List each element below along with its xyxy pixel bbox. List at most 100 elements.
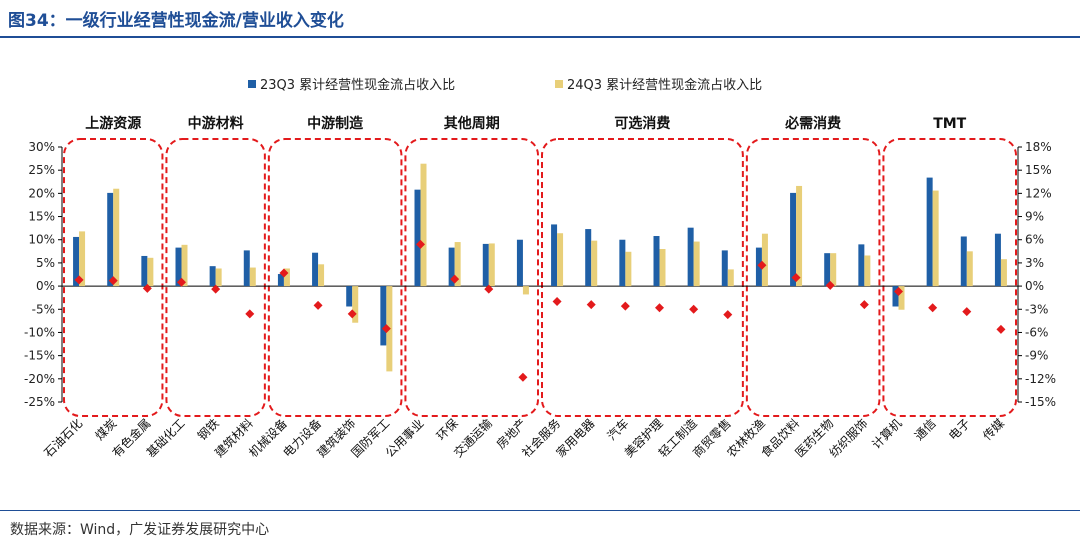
change-diamond	[723, 310, 733, 320]
bar-23q3	[994, 233, 1001, 287]
bar-23q3	[755, 247, 762, 287]
group-label: 中游材料	[188, 115, 244, 132]
bar-23q3	[516, 239, 523, 287]
left-tick-label: -10%	[24, 325, 55, 339]
bar-23q3	[585, 229, 592, 287]
right-tick-label: 15%	[1025, 163, 1052, 177]
left-tick-label: -15%	[24, 349, 55, 363]
legend-label-24q3: 24Q3 累计经营性现金流占收入比	[567, 77, 762, 93]
change-diamond	[962, 307, 972, 317]
change-diamond	[518, 372, 528, 382]
bar-23q3	[619, 239, 626, 287]
legend-swatch-24q3	[555, 80, 563, 88]
change-diamond	[313, 300, 323, 310]
left-tick-label: 5%	[36, 256, 55, 270]
change-diamond	[586, 300, 596, 310]
bar-24q3	[864, 255, 871, 287]
change-diamond	[552, 297, 562, 307]
category-label: 煤炭	[92, 416, 119, 443]
bar-24q3	[591, 240, 598, 287]
bar-23q3	[551, 224, 558, 287]
bar-23q3	[243, 250, 250, 287]
bar-23q3	[482, 243, 489, 287]
change-diamond	[928, 303, 938, 313]
change-diamond	[450, 274, 460, 284]
category-label: 计算机	[869, 416, 905, 452]
bar-23q3	[653, 236, 660, 287]
bar-23q3	[312, 252, 319, 287]
change-diamond	[996, 324, 1006, 334]
bar-24q3	[761, 233, 768, 287]
bar-23q3	[858, 244, 865, 287]
figure-title: 图34：一级行业经营性现金流/营业收入变化	[8, 11, 344, 31]
group-box	[404, 138, 539, 417]
bar-24q3	[557, 233, 564, 287]
change-diamond	[177, 277, 186, 287]
bar-23q3	[209, 266, 216, 287]
right-tick-label: 0%	[1025, 279, 1044, 293]
bar-23q3	[107, 192, 114, 287]
category-label: 电子	[946, 416, 973, 443]
change-diamond	[245, 309, 255, 319]
change-diamond	[142, 283, 152, 293]
right-tick-label: 6%	[1025, 233, 1044, 247]
change-diamond	[894, 287, 903, 296]
change-diamond	[347, 309, 357, 319]
category-label: 交通运输	[450, 416, 495, 461]
left-tick-label: -20%	[24, 372, 55, 386]
group-box	[267, 138, 403, 417]
change-diamond	[689, 304, 699, 314]
bar-24q3	[522, 286, 529, 295]
category-label: 钢铁	[195, 416, 222, 443]
bar-24q3	[318, 264, 325, 287]
bar-23q3	[824, 253, 831, 287]
change-diamond	[620, 301, 630, 311]
bar-23q3	[346, 286, 353, 307]
category-label: 纺织服饰	[827, 416, 871, 460]
left-tick-label: -25%	[24, 395, 55, 409]
right-tick-label: -3%	[1025, 302, 1048, 316]
right-tick-label: 18%	[1025, 140, 1052, 154]
group-label: 可选消费	[614, 115, 670, 132]
left-tick-label: 20%	[28, 186, 55, 200]
category-label: 通信	[912, 416, 939, 443]
footer-rule	[0, 510, 1080, 511]
bar-23q3	[73, 236, 80, 287]
change-diamond	[655, 303, 664, 313]
group-box	[63, 138, 164, 417]
legend-swatch-23q3	[248, 80, 256, 88]
category-label: 基础化工	[144, 416, 188, 460]
change-diamond	[825, 280, 835, 290]
bar-24q3	[693, 241, 700, 287]
bar-24q3	[79, 231, 86, 287]
bar-24q3	[283, 268, 290, 287]
right-tick-label: 12%	[1025, 186, 1052, 200]
right-tick-label: -6%	[1025, 325, 1048, 339]
legend-label-23q3: 23Q3 累计经营性现金流占收入比	[260, 77, 455, 93]
bar-23q3	[721, 250, 728, 287]
chart-marks	[73, 163, 1007, 382]
category-label: 石油石化	[41, 416, 85, 460]
bar-24q3	[966, 251, 973, 287]
source-note: 数据来源：Wind，广发证券发展研究中心	[10, 522, 270, 538]
bar-24q3	[625, 251, 632, 287]
change-diamond	[484, 284, 494, 294]
group-box	[541, 138, 744, 417]
bar-24q3	[352, 286, 359, 323]
left-tick-label: 15%	[28, 210, 55, 224]
group-boxes: 上游资源 中游材料 中游制造 其他周期 可选消费 必需消费 TMT	[63, 115, 1018, 417]
bar-24q3	[181, 244, 188, 287]
bar-24q3	[215, 268, 222, 287]
change-diamond	[859, 300, 869, 310]
bar-24q3	[420, 163, 427, 287]
left-tick-label: 30%	[28, 140, 55, 154]
bar-23q3	[380, 286, 387, 346]
right-tick-label: -15%	[1025, 395, 1056, 409]
change-diamond	[381, 324, 391, 334]
bar-23q3	[277, 274, 284, 287]
change-diamond	[211, 284, 221, 294]
bar-24q3	[147, 257, 154, 287]
bar-23q3	[141, 255, 148, 287]
bar-23q3	[414, 189, 421, 287]
bar-24q3	[898, 286, 905, 310]
